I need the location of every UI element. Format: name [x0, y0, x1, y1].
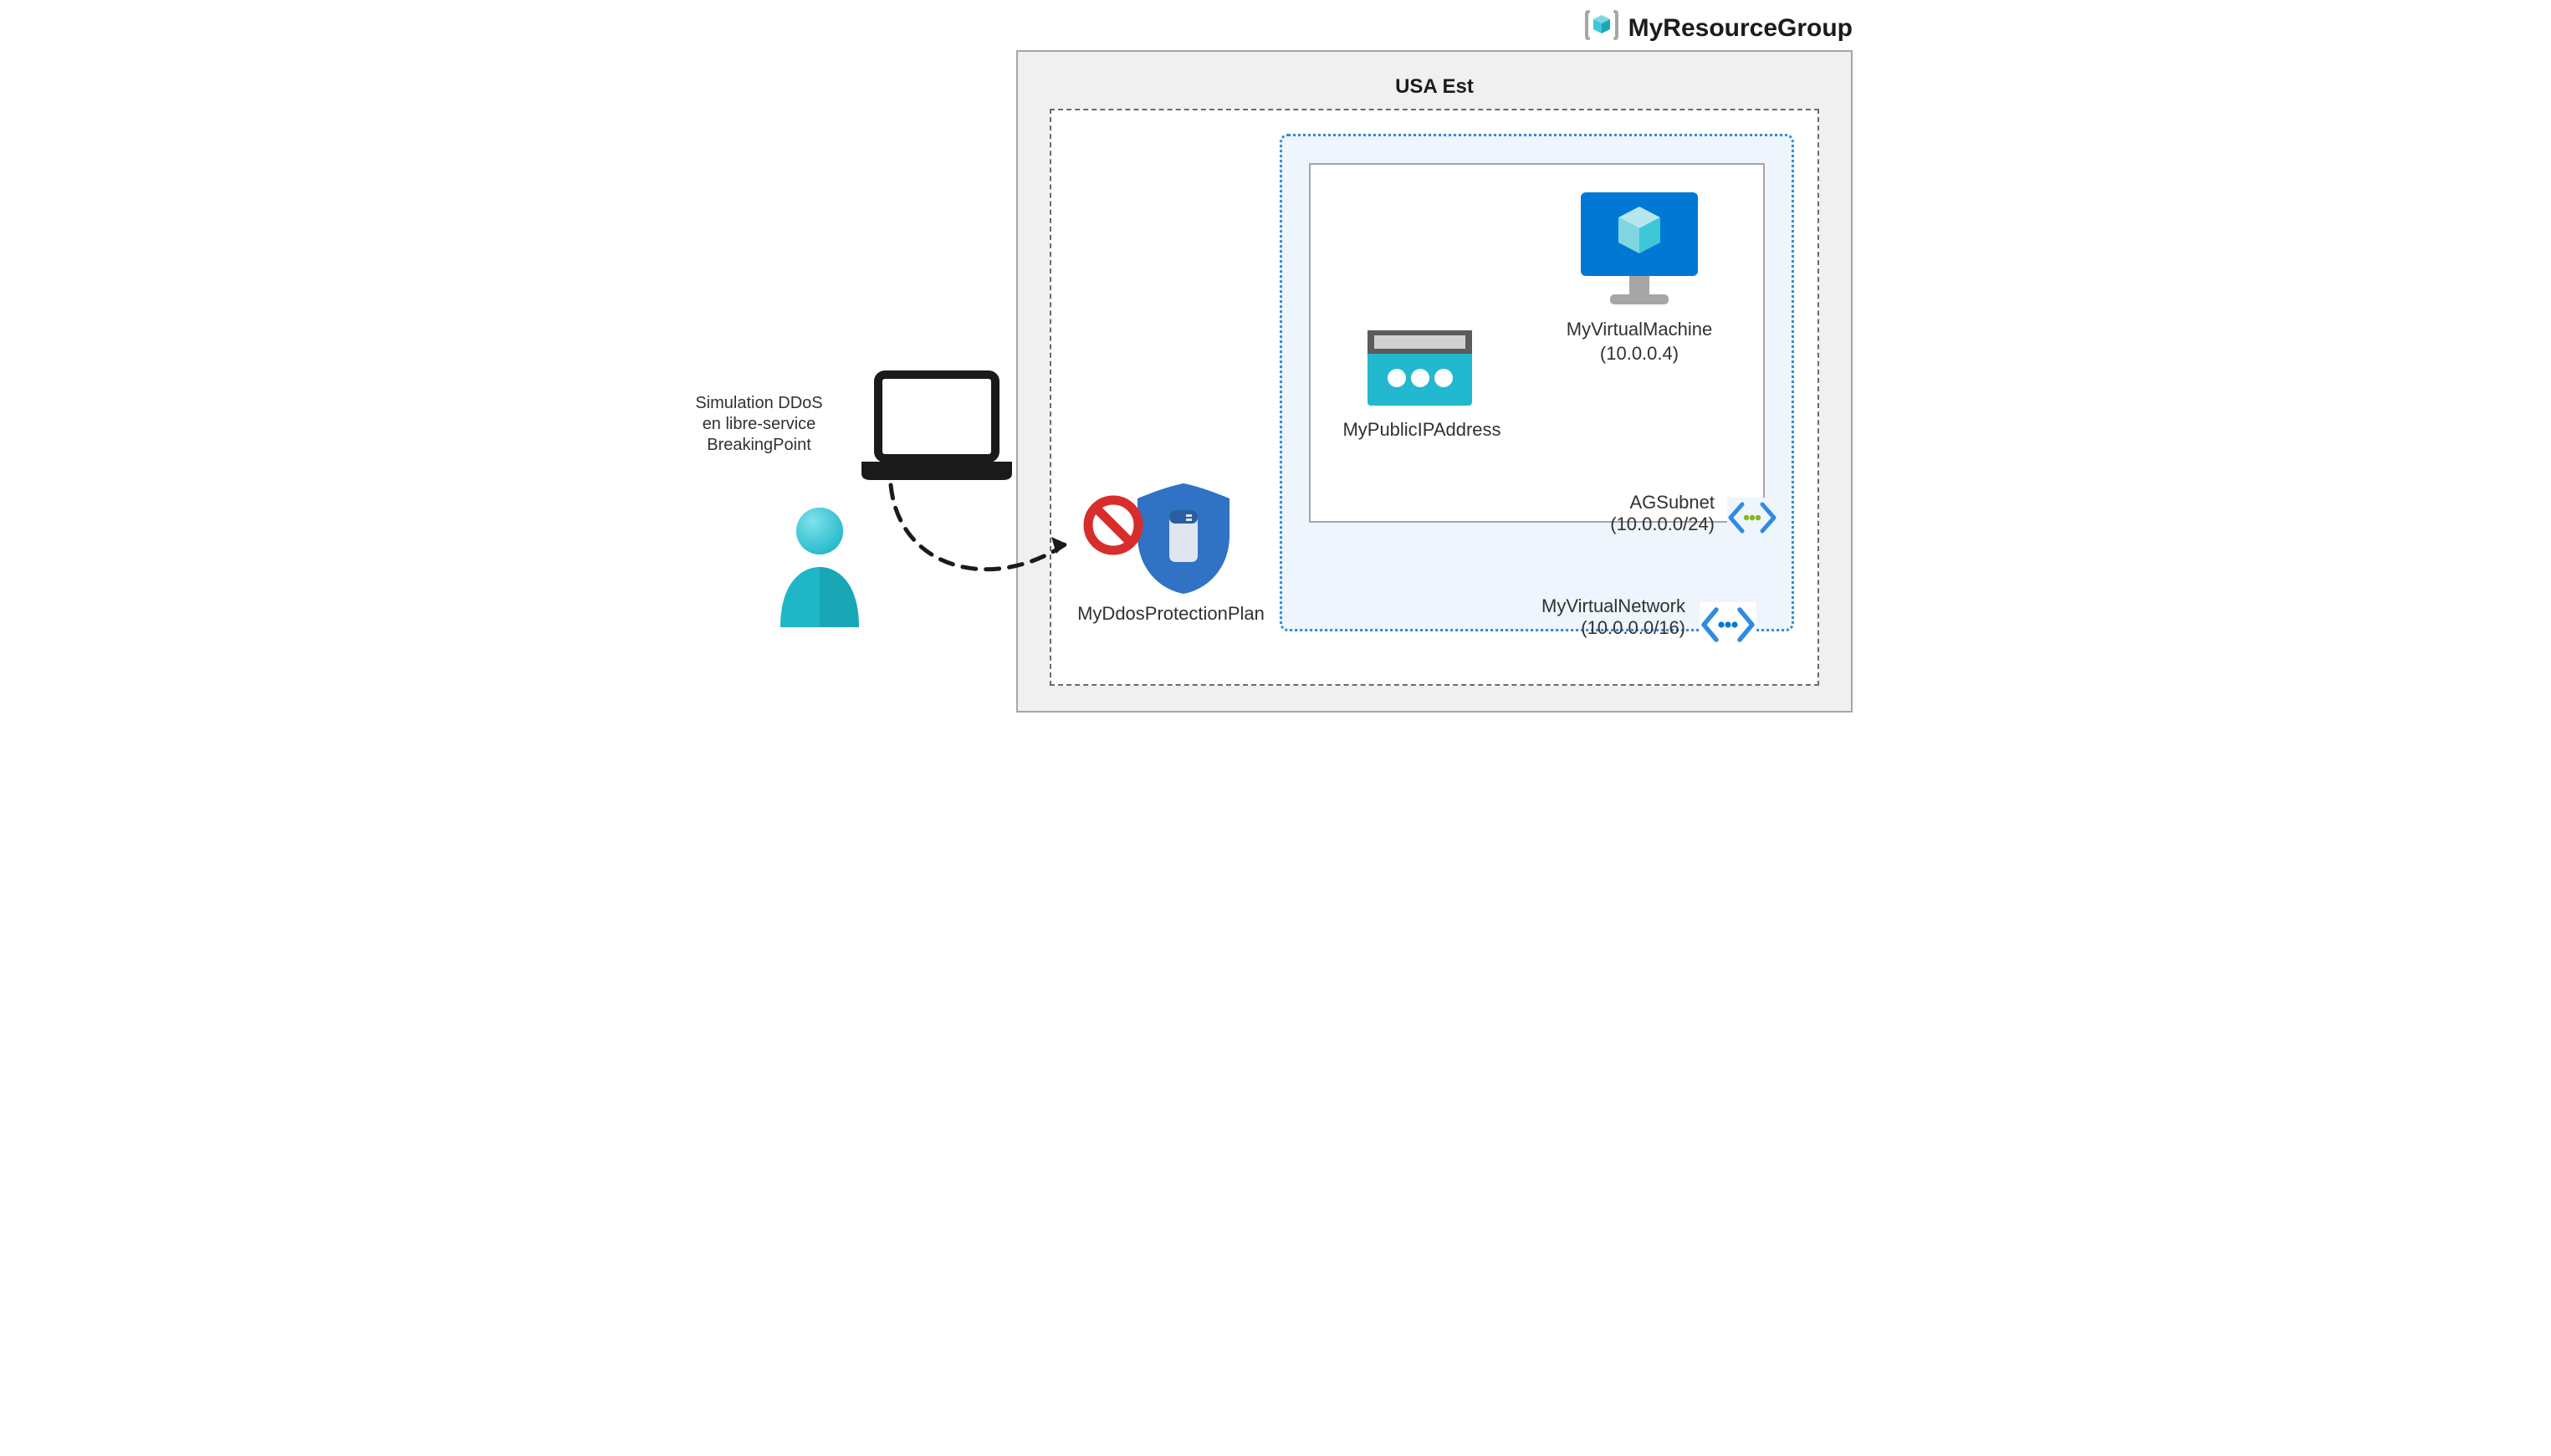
vnet-label: MyVirtualNetwork (10.0.0.0/16)	[1451, 595, 1685, 640]
ddos-label: MyDdosProtectionPlan	[1062, 602, 1280, 626]
subnet-label: AGSubnet (10.0.0.0/24)	[1480, 492, 1715, 536]
vm-ip: (10.0.0.4)	[1531, 342, 1748, 366]
simulation-line1: Simulation DDoS	[669, 393, 849, 414]
person-icon	[774, 502, 866, 631]
region-title: USA Est	[1050, 75, 1819, 99]
vm-label: MyVirtualMachine (10.0.0.4)	[1531, 318, 1748, 365]
ddos-combined-icon	[1075, 477, 1242, 606]
vnet-badge-icon	[1700, 602, 1756, 651]
subnet-cidr: (10.0.0.0/24)	[1480, 513, 1715, 535]
publicip-label: MyPublicIPAddress	[1326, 418, 1518, 442]
vnet-name: MyVirtualNetwork	[1451, 595, 1685, 617]
simulation-line2: en libre-service	[669, 414, 849, 435]
subnet-badge-icon	[1727, 498, 1777, 542]
diagram-canvas: MyResourceGroup USA Est MyVirtualMachine…	[665, 0, 1886, 728]
simulation-line3: BreakingPoint	[669, 435, 849, 456]
subnet-name: AGSubnet	[1480, 492, 1715, 513]
attack-arrow	[874, 468, 1091, 623]
vm-icon	[1568, 188, 1710, 318]
vm-name: MyVirtualMachine	[1531, 318, 1748, 342]
resource-group-title: MyResourceGroup	[1628, 14, 1853, 43]
resource-group-icon	[1583, 7, 1620, 50]
simulation-label: Simulation DDoS en libre-service Breakin…	[669, 393, 849, 456]
publicip-icon	[1363, 326, 1476, 414]
vnet-cidr: (10.0.0.0/16)	[1451, 617, 1685, 639]
resource-group-title-row: MyResourceGroup	[1583, 7, 1853, 50]
